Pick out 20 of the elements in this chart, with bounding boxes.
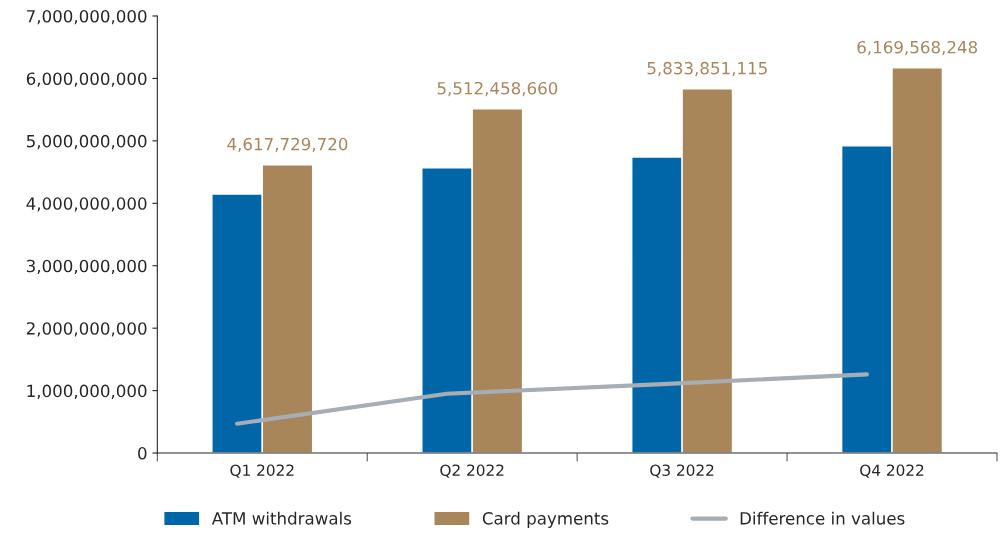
data-label: 4,617,729,720 bbox=[227, 137, 348, 153]
y-tick-label: 0 bbox=[138, 447, 147, 460]
y-tick-label: 3,000,000,000 bbox=[26, 259, 147, 275]
y-tick-label: 5,000,000,000 bbox=[26, 134, 147, 150]
x-tick-label: Q4 2022 bbox=[860, 464, 924, 478]
y-tick-label: 6,000,000,000 bbox=[26, 72, 147, 87]
x-tick-label: Q3 2022 bbox=[650, 464, 714, 478]
y-tick-label: 4,000,000,000 bbox=[26, 197, 147, 212]
y-tick-label: 7,000,000,000 bbox=[27, 9, 147, 25]
data-label: 6,169,568,248 bbox=[857, 40, 978, 56]
data-label: 5,512,458,660 bbox=[437, 81, 558, 97]
legend-label: ATM withdrawals bbox=[211, 511, 352, 525]
legend-label: Difference in values bbox=[740, 511, 905, 525]
y-tick-label: 2,000,000,000 bbox=[26, 322, 147, 337]
line-series bbox=[234, 372, 869, 426]
x-tick-label: Q1 2022 bbox=[230, 464, 294, 478]
legend-label: Card payments bbox=[482, 511, 609, 528]
x-tick-label: Q2 2022 bbox=[440, 464, 504, 478]
y-tick-label: 1,000,000,000 bbox=[27, 384, 147, 399]
data-label: 5,833,851,115 bbox=[647, 61, 767, 77]
